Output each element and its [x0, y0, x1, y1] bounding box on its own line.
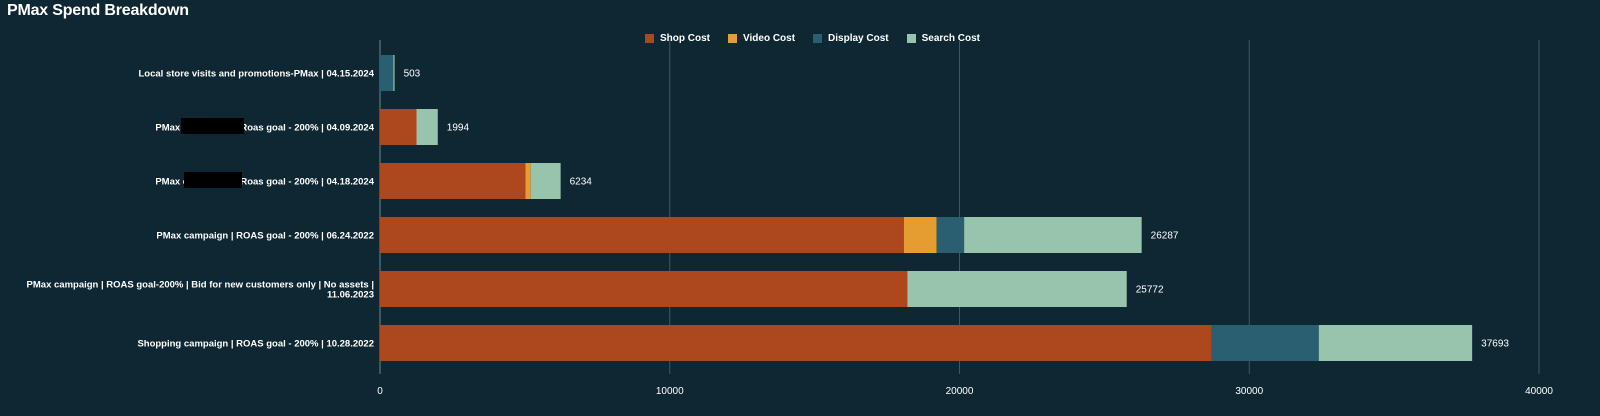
- bar-segment-display-cost: [380, 55, 394, 91]
- legend-label: Display Cost: [828, 33, 889, 44]
- bar-segment-display-cost: [1211, 325, 1319, 361]
- redaction-box: [184, 172, 242, 188]
- bar-total-label: 37693: [1481, 339, 1509, 350]
- redaction-box: [181, 118, 244, 134]
- legend-swatch: [728, 34, 737, 43]
- bar-segment-search-cost: [393, 55, 395, 91]
- category-label: Shopping campaign | ROAS goal - 200% | 1…: [137, 339, 374, 350]
- category-label: PMax campaign | ROAS goal - 200% | 06.24…: [156, 231, 374, 242]
- bar-segment-search-cost: [1318, 325, 1473, 361]
- bar-total-label: 503: [404, 69, 421, 80]
- bar-total-label: 26287: [1151, 231, 1179, 242]
- legend-item: Shop Cost: [645, 33, 710, 44]
- chart-title: PMax Spend Breakdown: [7, 2, 189, 19]
- bar-segment-shop-cost: [380, 109, 417, 145]
- legend-label: Search Cost: [921, 33, 980, 44]
- bar-segment-shop-cost: [380, 325, 1212, 361]
- legend-item: Video Cost: [728, 33, 795, 44]
- bar-total-label: 25772: [1136, 285, 1164, 296]
- bar-total-label: 6234: [570, 177, 593, 188]
- category-label: Local store visits and promotions-PMax |…: [139, 69, 375, 80]
- legend-item: Display Cost: [813, 33, 889, 44]
- bar-total-label: 1994: [447, 123, 470, 134]
- legend-label: Video Cost: [743, 33, 796, 44]
- x-tick-label: 0: [377, 386, 383, 397]
- bar-segment-search-cost: [530, 163, 561, 199]
- category-label: PMax campaign | l Roas goal - 200% | 04.…: [155, 123, 374, 134]
- chart-legend: Shop Cost Video Cost Display Cost Search Co…: [645, 33, 980, 44]
- legend-swatch: [813, 34, 823, 43]
- x-tick-label: 40000: [1525, 386, 1553, 397]
- category-label: 11.06.2023: [327, 290, 374, 301]
- legend-swatch: [906, 34, 916, 43]
- bar-segment-shop-cost: [380, 217, 904, 253]
- x-tick-label: 10000: [656, 386, 684, 397]
- category-label: PMax campaign | | Roas goal - 200% | 04.…: [155, 177, 374, 188]
- bar-segment-search-cost: [964, 217, 1142, 253]
- legend-label: Shop Cost: [660, 33, 710, 44]
- bar-segment-display-cost: [936, 217, 965, 253]
- bar-segment-video-cost: [903, 217, 937, 253]
- x-tick-label: 30000: [1235, 386, 1263, 397]
- legend-item: Search Cost: [906, 33, 980, 44]
- bar-segment-shop-cost: [380, 271, 908, 307]
- bar-segment-search-cost: [907, 271, 1127, 307]
- bar-segment-shop-cost: [380, 163, 526, 199]
- bar-segment-search-cost: [416, 109, 438, 145]
- category-label: PMax campaign | ROAS goal-200% | Bid for…: [27, 280, 374, 291]
- x-tick-label: 20000: [946, 386, 974, 397]
- legend-swatch: [645, 34, 654, 43]
- bar-segment-video-cost: [525, 163, 531, 199]
